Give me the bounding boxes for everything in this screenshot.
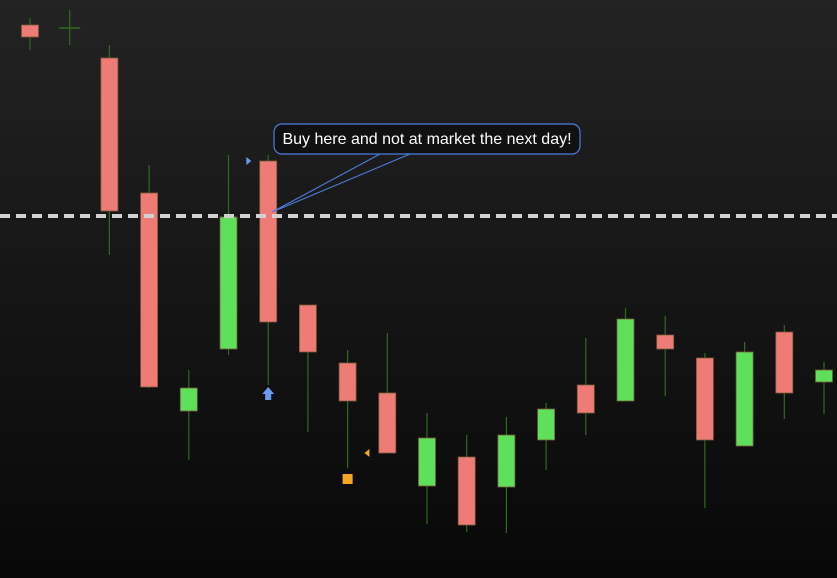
marker-triangle xyxy=(246,157,252,165)
candle-body xyxy=(100,57,119,212)
candle-body xyxy=(537,408,555,441)
candle-body xyxy=(338,362,357,402)
candle-body xyxy=(735,351,754,447)
candle-body xyxy=(418,437,436,487)
callout-text: Buy here and not at market the next day! xyxy=(282,131,571,148)
candle-body xyxy=(378,392,397,454)
candle-body xyxy=(298,304,317,353)
candle-body xyxy=(21,24,39,38)
marker-arrow-up xyxy=(262,387,275,400)
candle-body xyxy=(696,357,714,441)
candle-body xyxy=(259,160,278,323)
callout-pointer xyxy=(271,153,411,213)
candle-body xyxy=(497,434,516,488)
candle-body xyxy=(179,387,198,412)
marker-square xyxy=(342,474,353,484)
candle-body xyxy=(576,384,595,414)
marker-triangle xyxy=(364,449,370,457)
candle-body xyxy=(815,369,833,383)
callout-box xyxy=(273,123,581,155)
candle-body xyxy=(457,456,476,526)
candle-body xyxy=(140,192,159,388)
candle-body xyxy=(656,334,675,350)
candle-body xyxy=(616,318,635,402)
candle-body xyxy=(219,216,238,350)
candle-body xyxy=(775,331,794,394)
